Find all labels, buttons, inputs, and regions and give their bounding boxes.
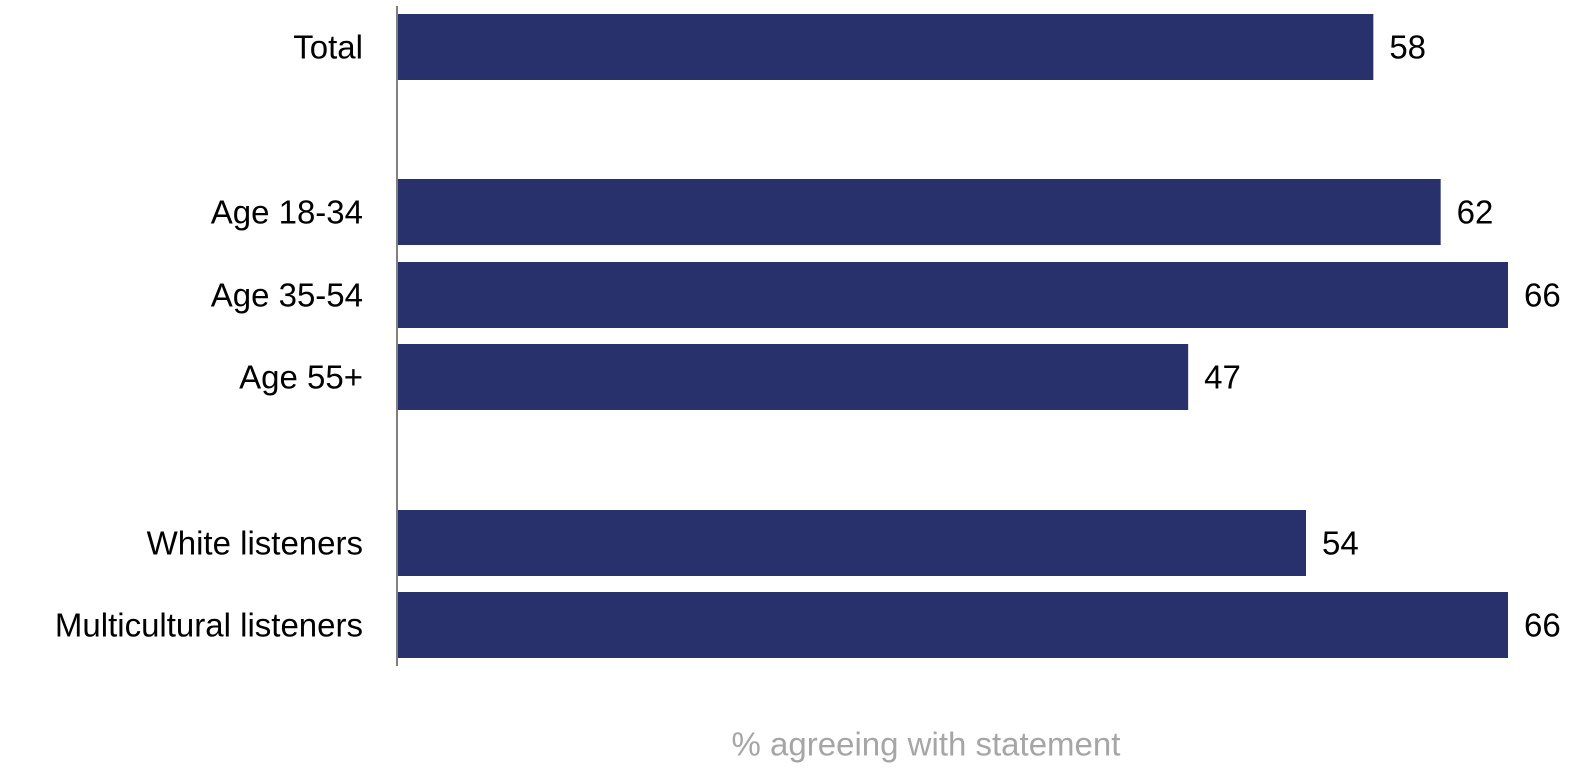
category-label: Age 35-54	[211, 277, 363, 314]
value-label: 66	[1524, 607, 1561, 644]
category-label: Multicultural listeners	[55, 607, 363, 644]
value-label: 66	[1524, 277, 1561, 314]
x-axis-label: % agreeing with statement	[732, 726, 1121, 763]
labels-group: Total 58 Age 18-34 62 Age 35-54 66 Age 55+ 47 Wh…	[55, 29, 1561, 644]
value-label: 62	[1457, 194, 1494, 231]
value-label: 47	[1204, 359, 1241, 396]
bars-group	[397, 14, 1508, 658]
category-label: White listeners	[147, 525, 363, 562]
bar-5	[397, 592, 1508, 658]
bar-4	[397, 510, 1306, 576]
category-label: Age 18-34	[211, 194, 363, 231]
value-label: 58	[1389, 29, 1426, 66]
bar-0	[397, 14, 1374, 80]
bar-1	[397, 179, 1441, 245]
value-label: 54	[1322, 525, 1359, 562]
category-label: Total	[293, 29, 363, 66]
bar-2	[397, 262, 1508, 328]
bar-3	[397, 344, 1189, 410]
category-label: Age 55+	[239, 359, 363, 396]
